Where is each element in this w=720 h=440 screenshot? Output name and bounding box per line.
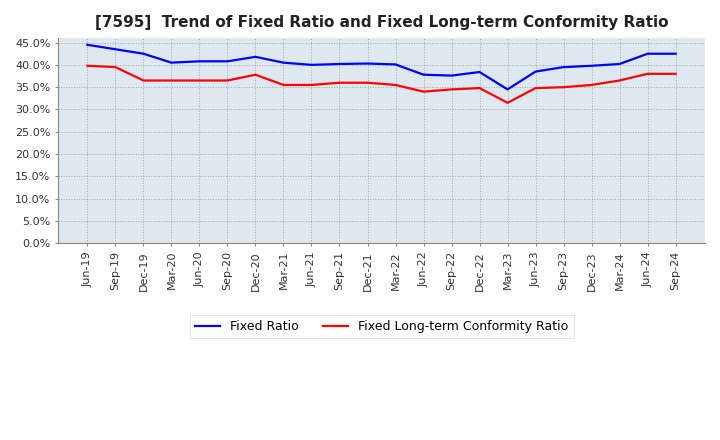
Fixed Ratio: [671, 51, 680, 56]
Fixed Ratio: [139, 51, 148, 56]
Fixed Long-term Conformity Ratio: [531, 85, 540, 91]
Fixed Ratio: [195, 59, 204, 64]
Fixed Long-term Conformity Ratio: [251, 72, 260, 77]
Fixed Long-term Conformity Ratio: [195, 78, 204, 83]
Fixed Ratio: [363, 61, 372, 66]
Fixed Long-term Conformity Ratio: [336, 80, 344, 85]
Fixed Long-term Conformity Ratio: [223, 78, 232, 83]
Fixed Ratio: [391, 62, 400, 67]
Line: Fixed Ratio: Fixed Ratio: [87, 45, 675, 89]
Fixed Ratio: [588, 63, 596, 68]
Fixed Ratio: [643, 51, 652, 56]
Fixed Ratio: [223, 59, 232, 64]
Fixed Long-term Conformity Ratio: [559, 84, 568, 90]
Fixed Ratio: [167, 60, 176, 65]
Fixed Long-term Conformity Ratio: [643, 71, 652, 77]
Fixed Ratio: [419, 72, 428, 77]
Fixed Long-term Conformity Ratio: [167, 78, 176, 83]
Fixed Ratio: [336, 61, 344, 66]
Fixed Ratio: [279, 60, 288, 65]
Fixed Long-term Conformity Ratio: [391, 82, 400, 88]
Fixed Ratio: [559, 65, 568, 70]
Fixed Long-term Conformity Ratio: [111, 65, 120, 70]
Fixed Ratio: [616, 61, 624, 66]
Legend: Fixed Ratio, Fixed Long-term Conformity Ratio: Fixed Ratio, Fixed Long-term Conformity …: [189, 315, 574, 338]
Fixed Long-term Conformity Ratio: [139, 78, 148, 83]
Fixed Long-term Conformity Ratio: [83, 63, 91, 68]
Fixed Ratio: [447, 73, 456, 78]
Fixed Ratio: [531, 69, 540, 74]
Fixed Long-term Conformity Ratio: [588, 82, 596, 88]
Fixed Long-term Conformity Ratio: [475, 85, 484, 91]
Fixed Long-term Conformity Ratio: [616, 78, 624, 83]
Fixed Ratio: [503, 87, 512, 92]
Line: Fixed Long-term Conformity Ratio: Fixed Long-term Conformity Ratio: [87, 66, 675, 103]
Fixed Ratio: [307, 62, 316, 67]
Fixed Long-term Conformity Ratio: [279, 82, 288, 88]
Fixed Long-term Conformity Ratio: [419, 89, 428, 94]
Fixed Long-term Conformity Ratio: [671, 71, 680, 77]
Fixed Ratio: [111, 47, 120, 52]
Title: [7595]  Trend of Fixed Ratio and Fixed Long-term Conformity Ratio: [7595] Trend of Fixed Ratio and Fixed Lo…: [95, 15, 668, 30]
Fixed Ratio: [251, 54, 260, 59]
Fixed Long-term Conformity Ratio: [503, 100, 512, 106]
Fixed Long-term Conformity Ratio: [447, 87, 456, 92]
Fixed Ratio: [475, 70, 484, 75]
Fixed Ratio: [83, 42, 91, 48]
Fixed Long-term Conformity Ratio: [363, 80, 372, 85]
Fixed Long-term Conformity Ratio: [307, 82, 316, 88]
